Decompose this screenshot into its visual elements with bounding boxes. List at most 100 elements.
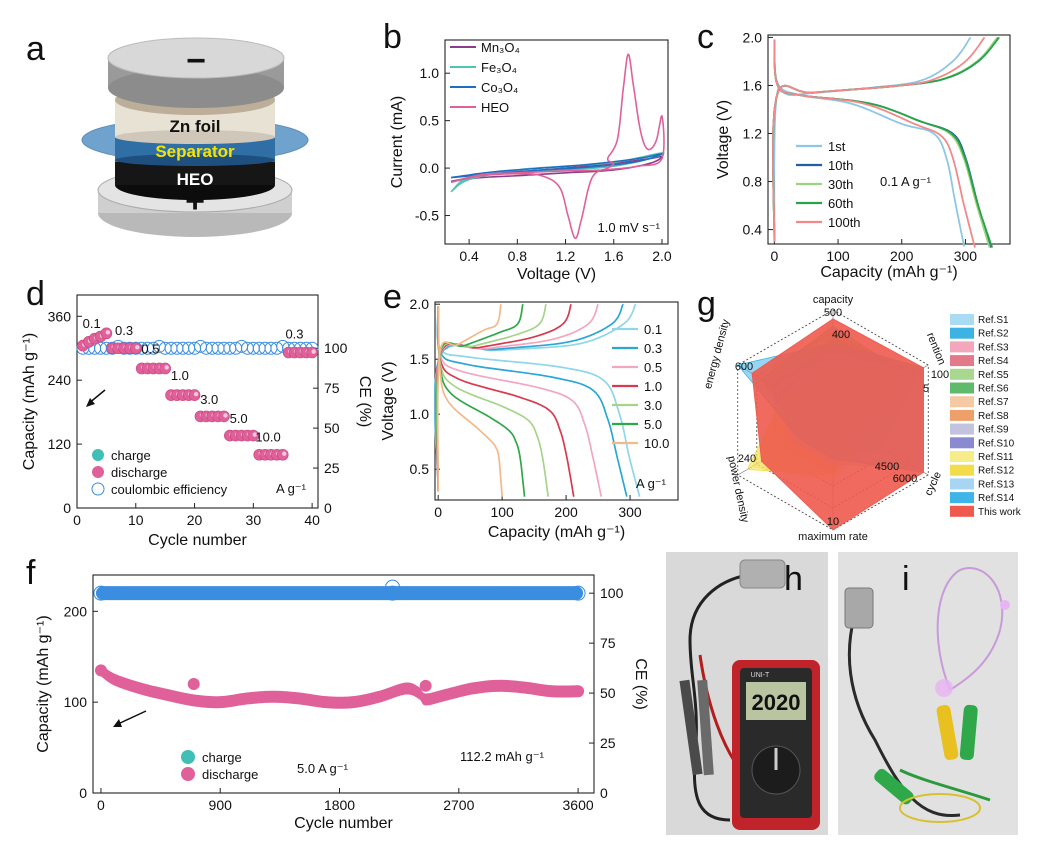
- axis-tick-cycle: 6000: [893, 473, 917, 485]
- charge-point: [164, 365, 169, 370]
- multimeter-display: [746, 682, 806, 720]
- panel-label-e: e: [383, 278, 402, 316]
- x-tick-label: 100: [826, 248, 850, 264]
- legend-label-1: Fe₃O₄: [481, 60, 517, 75]
- axis-tick-power: 240: [738, 453, 756, 465]
- ce-point: [385, 585, 401, 601]
- y2-tick-label: 100: [600, 585, 624, 601]
- x-tick-label: 20: [187, 512, 203, 528]
- rate-label: 10.0: [255, 429, 280, 444]
- axis-tick-capacity: 500: [824, 307, 842, 319]
- legend-label-4: 3.0: [644, 398, 662, 413]
- ce-point: [570, 585, 586, 601]
- discharge-curve-3.0: [437, 306, 550, 497]
- y2-tick-label: 75: [600, 635, 616, 651]
- y-tick-label: 1.0: [410, 406, 430, 422]
- panel-label-h: h: [784, 560, 803, 598]
- axis-label-energy: energy density: [702, 318, 732, 391]
- charge-point: [282, 451, 287, 456]
- rate-label: 0.3: [285, 327, 303, 342]
- rate-label: 0.3: [115, 323, 133, 338]
- discharge-curve-0: [773, 39, 965, 247]
- x-tick-label: 1800: [324, 797, 355, 813]
- panel-label-g: g: [697, 285, 716, 323]
- panel-label-i: i: [902, 560, 910, 598]
- y-tick-label: 2.0: [410, 296, 430, 312]
- legend-label-3: Ref.S4: [978, 356, 1009, 367]
- y2-axis-title: CE (%): [632, 658, 649, 710]
- y-tick-label: 1.0: [420, 65, 440, 81]
- charge-legend-label: charge: [202, 750, 242, 765]
- legend-label-6: Ref.S7: [978, 397, 1009, 408]
- rate-label: 1.0: [171, 368, 189, 383]
- y-tick-label: 1.2: [743, 125, 763, 141]
- legend-swatch-8: [950, 423, 974, 435]
- legend-swatch-4: [950, 368, 974, 380]
- legend-label-4: 100th: [828, 215, 861, 230]
- unit-label: A g⁻¹: [636, 476, 667, 491]
- charge-point: [223, 413, 228, 418]
- multimeter-brand: UNI-T: [751, 672, 770, 679]
- legend-label-13: Ref.S14: [978, 493, 1015, 504]
- panel-f-chart: 0 900 1800 2700 3600 0 100 200 0 25 50 75 100 Cycle n…: [35, 574, 649, 832]
- legend-label-12: Ref.S13: [978, 479, 1015, 490]
- charge-point: [311, 349, 316, 354]
- panel-label-d: d: [26, 275, 45, 313]
- rate-label: 0.1: [83, 316, 101, 331]
- x-tick-label: 30: [246, 512, 262, 528]
- black-wire: [847, 599, 961, 818]
- charge-point: [252, 432, 258, 437]
- axis-inner-tick-rention: 5: [923, 383, 929, 395]
- plot-frame: [434, 301, 679, 501]
- battery-clip: [844, 587, 874, 629]
- legend-label-11: Ref.S12: [978, 466, 1015, 477]
- discharge-point: [94, 664, 107, 677]
- legend-label-0: 0.1: [644, 322, 662, 337]
- x-tick-label: 100: [490, 504, 514, 520]
- y-tick-label: 0.5: [420, 113, 440, 129]
- multimeter-reading: 2020: [752, 690, 801, 715]
- legend-label-6: 10.0: [644, 436, 669, 451]
- panel-label-b: b: [383, 18, 402, 56]
- x-tick-label: 2.0: [652, 248, 672, 264]
- rate-label: 5.0: [230, 411, 248, 426]
- x-tick-label: 0.8: [508, 248, 528, 264]
- clip-green: [959, 704, 978, 761]
- led-light: [1000, 600, 1010, 610]
- y-tick-label: 0: [79, 785, 87, 801]
- legend-label-2: 0.5: [644, 360, 662, 375]
- x-tick-label: 0: [97, 797, 105, 813]
- rate-label: 3.0: [200, 392, 218, 407]
- y-tick-label: 0.4: [743, 222, 763, 238]
- discharge-legend-label: discharge: [202, 767, 258, 782]
- plot-frame: [767, 34, 1011, 245]
- axis-inner-tick-cycle: 4500: [875, 461, 899, 473]
- x-tick-label: 40: [304, 512, 320, 528]
- series-line-3: [450, 53, 665, 240]
- final-capacity-label: 112.2 mAh g⁻¹: [460, 749, 545, 764]
- black-wire: [688, 573, 749, 822]
- separator-edge: [115, 154, 275, 166]
- current-density-label: 5.0 A g⁻¹: [297, 761, 349, 776]
- unit-label: A g⁻¹: [276, 481, 307, 496]
- legend-label-5: Ref.S6: [978, 384, 1009, 395]
- led-string: [936, 567, 1004, 691]
- y-tick-label: 200: [64, 603, 88, 619]
- y-axis-title: Capacity (mAh g⁻¹): [21, 333, 38, 470]
- ce-band: [95, 586, 584, 601]
- discharge-band: [100, 664, 579, 709]
- legend-label-3: HEO: [481, 100, 509, 115]
- axis-label-maxrate: maximum rate: [798, 531, 868, 543]
- axis-tick-energy: 600: [735, 361, 753, 373]
- legend-swatch-1: [950, 327, 974, 339]
- legend-label-7: Ref.S8: [978, 411, 1009, 422]
- legend-swatch-3: [950, 355, 974, 367]
- y-tick-label: 240: [48, 372, 72, 388]
- y2-tick-label: 50: [324, 420, 340, 436]
- radar-series-14: [751, 318, 924, 531]
- legend-label-3: 60th: [828, 196, 853, 211]
- y-tick-label: 360: [48, 308, 72, 324]
- legend-label-4: Ref.S5: [978, 370, 1009, 381]
- plot-frame: [444, 39, 669, 245]
- axis-tick-maxrate: 10: [827, 516, 839, 528]
